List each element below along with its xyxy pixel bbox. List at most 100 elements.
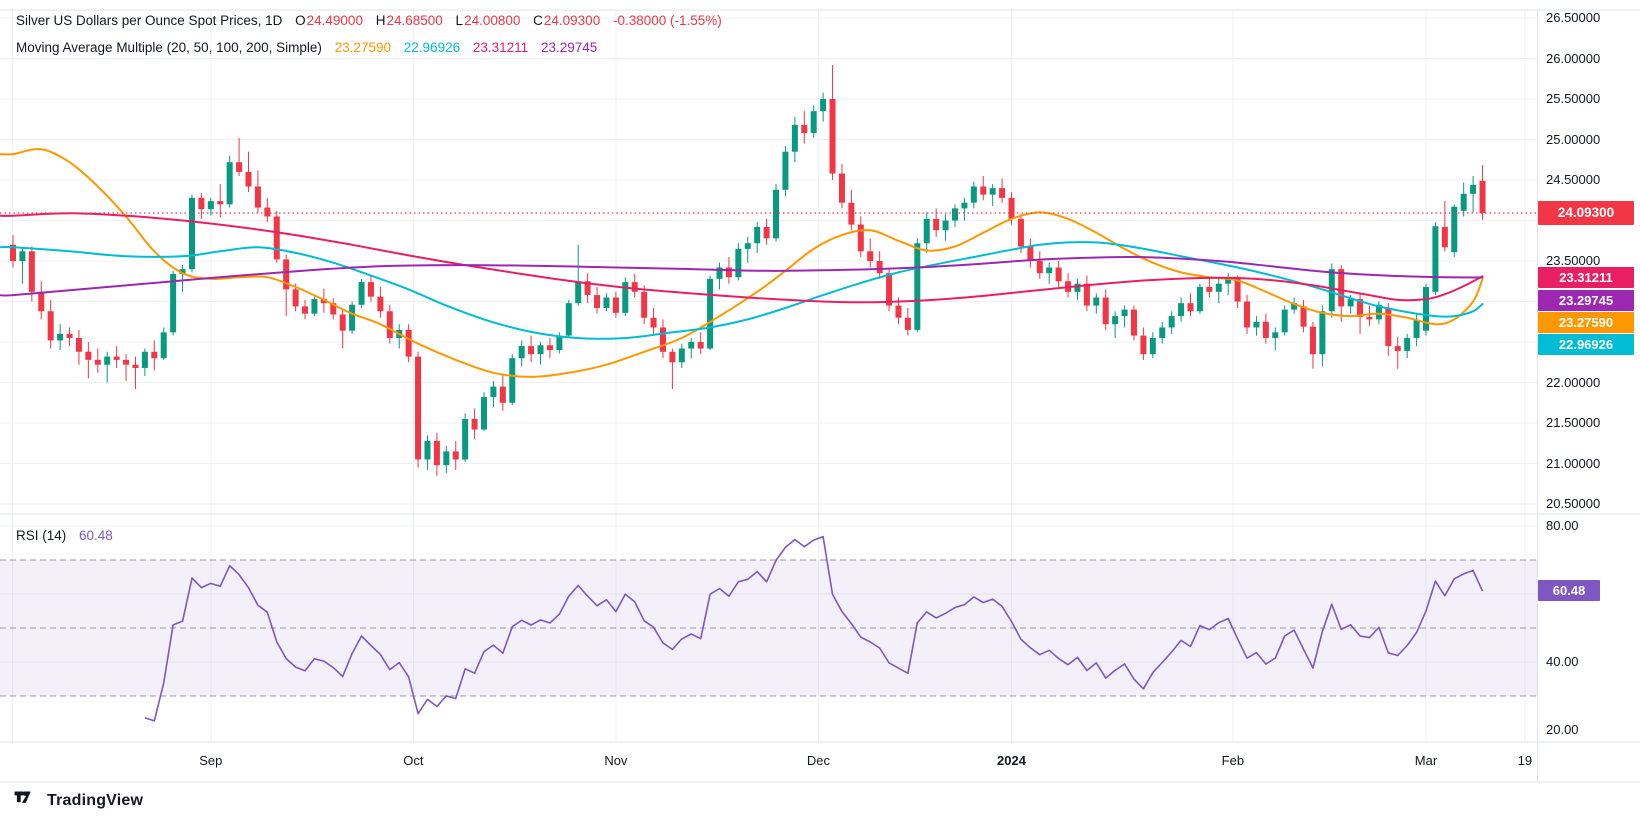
candle-body	[1149, 337, 1156, 355]
ohlc-low-label: L	[455, 13, 464, 28]
candle-body	[1300, 306, 1307, 327]
candle-body	[1404, 337, 1411, 351]
ma100-value: 23.31211	[472, 40, 529, 55]
candle-body	[452, 451, 459, 460]
candle-body	[1140, 335, 1147, 355]
candle-body	[1112, 316, 1119, 325]
candle-body	[829, 99, 836, 174]
candle-body	[952, 208, 958, 221]
candle-body	[377, 296, 384, 312]
candle-body	[518, 346, 525, 359]
candle-body	[85, 351, 92, 360]
candle-body	[773, 189, 780, 239]
ohlc-close-label: C	[533, 13, 543, 28]
candle-body	[1357, 299, 1364, 317]
price-tick-label: 21.50000	[1546, 415, 1601, 431]
price-tick-label: 24.50000	[1546, 172, 1601, 188]
candle-body	[1225, 278, 1232, 284]
candle-body	[339, 314, 346, 331]
ohlc-high-label: H	[375, 13, 386, 28]
candle-body	[942, 220, 949, 231]
candle-body	[170, 273, 177, 333]
candle-body	[443, 451, 450, 466]
ma-value-badge: 23.31211	[1538, 267, 1634, 288]
candle-body	[933, 218, 940, 231]
candle-body	[38, 291, 45, 312]
candle-body	[509, 358, 516, 403]
candle-body	[1206, 286, 1213, 292]
candle-body	[47, 311, 54, 341]
price-tick-label: 21.00000	[1546, 455, 1601, 471]
candle-body	[697, 342, 704, 349]
time-tick-label-19: 19	[1517, 753, 1533, 768]
candle-body	[1479, 180, 1486, 213]
candle-body	[876, 261, 883, 274]
sma200-line	[0, 255, 1484, 297]
candle-body	[1017, 218, 1024, 247]
candle-body	[575, 281, 582, 304]
candle-body	[1159, 327, 1166, 338]
candle-body	[1385, 308, 1392, 347]
candle-body	[198, 197, 205, 210]
candle-body	[179, 269, 186, 274]
price-tick-label: 25.00000	[1546, 131, 1601, 147]
candle-body	[386, 311, 393, 338]
candle-body	[141, 351, 148, 368]
candle-body	[1319, 311, 1326, 355]
candle-body	[1366, 316, 1373, 320]
rsi-value: 60.48	[79, 528, 113, 543]
ma-legend-row: Moving Average Multiple (20, 50, 100, 20…	[16, 40, 597, 55]
candle-body	[283, 259, 290, 290]
candle-body	[923, 218, 930, 244]
candle-body	[1121, 309, 1128, 317]
symbol-title[interactable]: Silver US Dollars per Ounce Spot Prices,…	[16, 13, 283, 28]
ma-indicator-title[interactable]: Moving Average Multiple (20, 50, 100, 20…	[16, 40, 322, 55]
time-tick-label-mar: Mar	[1414, 753, 1438, 768]
candle-body	[801, 124, 808, 134]
ma200-value: 23.29745	[540, 40, 598, 55]
candle-body	[311, 299, 318, 314]
tradingview-logo[interactable]: TradingView	[14, 791, 143, 811]
candle-body	[886, 273, 893, 306]
candle-body	[980, 186, 987, 195]
candle-body	[895, 305, 902, 318]
candle-body	[1272, 332, 1279, 338]
candle-body	[481, 397, 487, 430]
sma100-line	[0, 212, 1484, 304]
candle-body	[1347, 299, 1354, 307]
candle-body	[113, 356, 120, 360]
candle-body	[415, 356, 422, 460]
sma50-line	[0, 241, 1484, 340]
candle-body	[1168, 316, 1175, 328]
candle-body	[688, 342, 695, 349]
candle-body	[1470, 184, 1477, 194]
candle-body	[744, 243, 751, 249]
rsi-indicator-title[interactable]: RSI (14)	[16, 528, 67, 543]
candle-body	[75, 337, 82, 352]
candle-body	[1244, 301, 1251, 328]
candle-body	[358, 282, 365, 305]
candle-body	[1413, 320, 1420, 338]
candle-body	[1036, 261, 1043, 274]
candle-body	[631, 282, 638, 292]
candle-body	[810, 111, 817, 134]
candle-body	[1102, 297, 1109, 325]
candle-body	[848, 202, 855, 225]
time-tick-label-oct: Oct	[403, 753, 424, 768]
candle-body	[28, 251, 35, 292]
candle-body	[1046, 267, 1053, 274]
candle-body	[650, 317, 657, 328]
price-tick-label: 22.00000	[1546, 374, 1601, 390]
candle-body	[1234, 278, 1241, 302]
candle-body	[707, 278, 714, 349]
price-tick-label: 26.00000	[1546, 50, 1601, 66]
candle-body	[367, 282, 374, 297]
candle-body	[999, 188, 1006, 198]
symbol-legend-row: Silver US Dollars per Ounce Spot Prices,…	[16, 13, 722, 28]
candle-body	[424, 440, 431, 460]
candle-body	[678, 348, 685, 363]
candle-body	[226, 162, 233, 205]
candle-body	[330, 303, 337, 315]
sma20-line	[0, 148, 1484, 378]
